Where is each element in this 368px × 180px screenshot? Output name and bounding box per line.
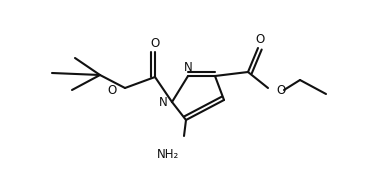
Text: O: O — [108, 84, 117, 96]
Text: O: O — [255, 33, 265, 46]
Text: O: O — [151, 37, 160, 50]
Text: NH₂: NH₂ — [157, 148, 179, 161]
Text: O: O — [276, 84, 285, 96]
Text: N: N — [184, 60, 192, 73]
Text: N: N — [159, 96, 167, 109]
